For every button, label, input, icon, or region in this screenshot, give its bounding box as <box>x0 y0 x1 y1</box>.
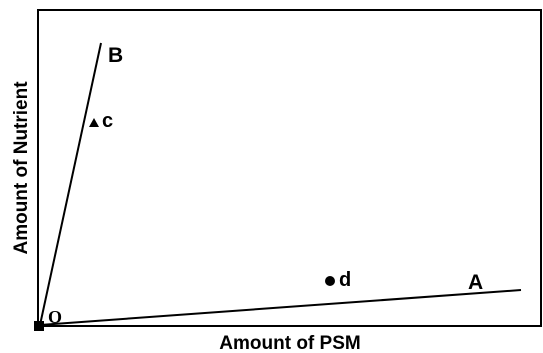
point-c-label: c <box>102 110 113 132</box>
origin-marker <box>34 321 44 331</box>
line-b-label: B <box>108 44 123 67</box>
line-a-label: A <box>468 271 483 294</box>
point-c-marker <box>89 118 99 127</box>
plot-frame <box>37 9 542 327</box>
point-d-marker <box>325 276 335 286</box>
line-b <box>39 42 102 326</box>
point-d-label: d <box>339 269 351 291</box>
origin-label: O <box>48 307 62 327</box>
x-axis-title: Amount of PSM <box>219 333 360 353</box>
line-a <box>39 289 522 326</box>
y-axis-title: Amount of Nutrient <box>11 81 32 255</box>
